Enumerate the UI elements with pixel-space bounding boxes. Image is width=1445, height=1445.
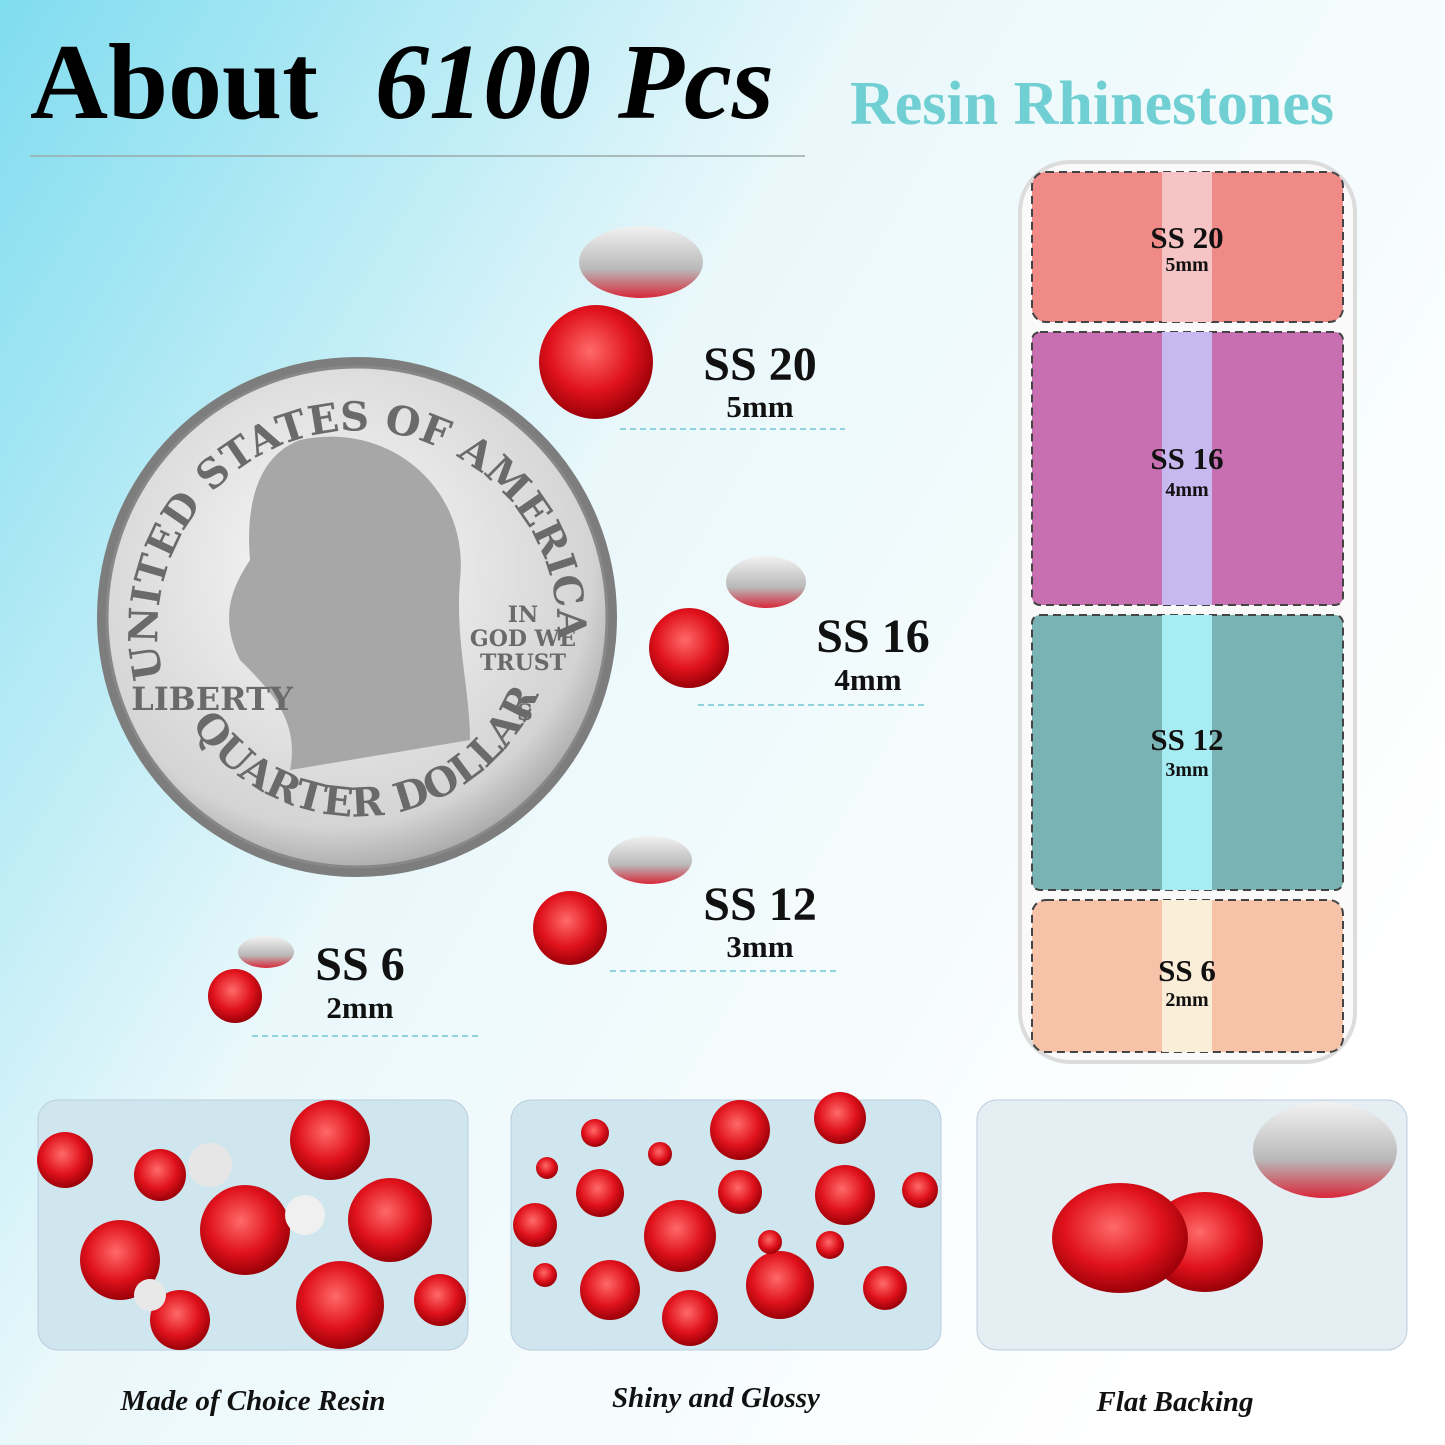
size-mm: 4mm — [834, 662, 901, 697]
gem — [814, 1092, 866, 1144]
gem — [902, 1172, 938, 1208]
subtitle: Resin Rhinestones — [850, 70, 1334, 138]
gem — [285, 1195, 325, 1235]
gem — [208, 969, 262, 1023]
coin-liberty: LIBERTY — [131, 680, 294, 718]
box-mm: 4mm — [1165, 479, 1209, 501]
gem — [290, 1100, 370, 1180]
gem — [200, 1185, 290, 1275]
size-ss12: SS 12 3mm — [533, 836, 837, 972]
gem — [746, 1251, 814, 1319]
gem — [533, 891, 607, 965]
size-ss20: SS 20 5mm — [539, 226, 845, 430]
gem — [710, 1100, 770, 1160]
title-count: 6100 Pcs — [375, 23, 774, 142]
gem — [536, 1157, 558, 1179]
gem — [816, 1231, 844, 1259]
gem — [863, 1266, 907, 1310]
gem — [296, 1261, 384, 1349]
feature-caption: Made of Choice Resin — [119, 1385, 385, 1417]
feature-caption: Flat Backing — [1095, 1386, 1253, 1418]
gem — [134, 1149, 186, 1201]
size-mm: 3mm — [726, 929, 793, 964]
gem-back — [579, 226, 703, 298]
feature-photos: Made of Choice Resin Shiny and Glossy Fl… — [37, 1092, 1408, 1418]
feature-caption: Shiny and Glossy — [612, 1382, 820, 1414]
gem — [649, 608, 729, 688]
gem — [581, 1119, 609, 1147]
size-label: SS 16 — [816, 610, 929, 663]
gem — [150, 1290, 210, 1350]
divider — [1162, 900, 1212, 1052]
gem — [718, 1170, 762, 1214]
coin-mint: S — [517, 700, 533, 726]
box-label: SS 20 — [1150, 220, 1223, 255]
divider — [1162, 615, 1212, 890]
gem-pair — [1052, 1102, 1397, 1293]
gem-cluster — [37, 1100, 466, 1350]
gem — [513, 1203, 557, 1247]
size-mm: 5mm — [726, 389, 793, 424]
gem — [662, 1290, 718, 1346]
coin-motto: IN — [508, 602, 538, 628]
gem — [1253, 1102, 1397, 1198]
divider — [1162, 332, 1212, 605]
gem-back — [608, 836, 692, 884]
coin-motto: GOD WE — [470, 626, 576, 652]
gem — [1052, 1183, 1188, 1293]
gem — [576, 1169, 624, 1217]
box-label: SS 6 — [1158, 953, 1216, 988]
box-mm: 5mm — [1165, 254, 1209, 276]
gem — [348, 1178, 432, 1262]
box-label: SS 16 — [1150, 441, 1223, 476]
gem-back — [726, 556, 806, 608]
gem-back — [238, 936, 294, 968]
gem — [648, 1142, 672, 1166]
size-ss6: SS 6 2mm — [208, 936, 480, 1037]
box-mm: 3mm — [1165, 759, 1209, 781]
gem-scatter — [513, 1092, 938, 1346]
title-lead: About — [30, 23, 318, 142]
gem — [580, 1260, 640, 1320]
box-mm: 2mm — [1165, 989, 1209, 1011]
portrait — [229, 436, 470, 770]
size-label: SS 12 — [703, 878, 816, 931]
size-mm: 2mm — [326, 990, 393, 1025]
storage-box: SS 20 5mm SS 16 4mm SS 12 3mm SS 6 2mm — [1018, 160, 1357, 1064]
gem — [815, 1165, 875, 1225]
divider — [1162, 172, 1212, 322]
gem — [37, 1132, 93, 1188]
gem — [758, 1230, 782, 1254]
size-label: SS 20 — [703, 338, 816, 391]
size-label: SS 6 — [315, 938, 404, 991]
gem — [80, 1220, 160, 1300]
coin-motto: TRUST — [480, 650, 567, 676]
gem — [533, 1263, 557, 1287]
coin: UNITED STATES OF AMERICA QUARTER DOLLAR … — [97, 357, 617, 877]
box-label: SS 12 — [1150, 722, 1223, 757]
gem — [644, 1200, 716, 1272]
size-ss16: SS 16 4mm — [649, 556, 930, 706]
gem — [414, 1274, 466, 1326]
gem — [539, 305, 653, 419]
gem — [134, 1279, 166, 1311]
gem — [188, 1143, 232, 1187]
